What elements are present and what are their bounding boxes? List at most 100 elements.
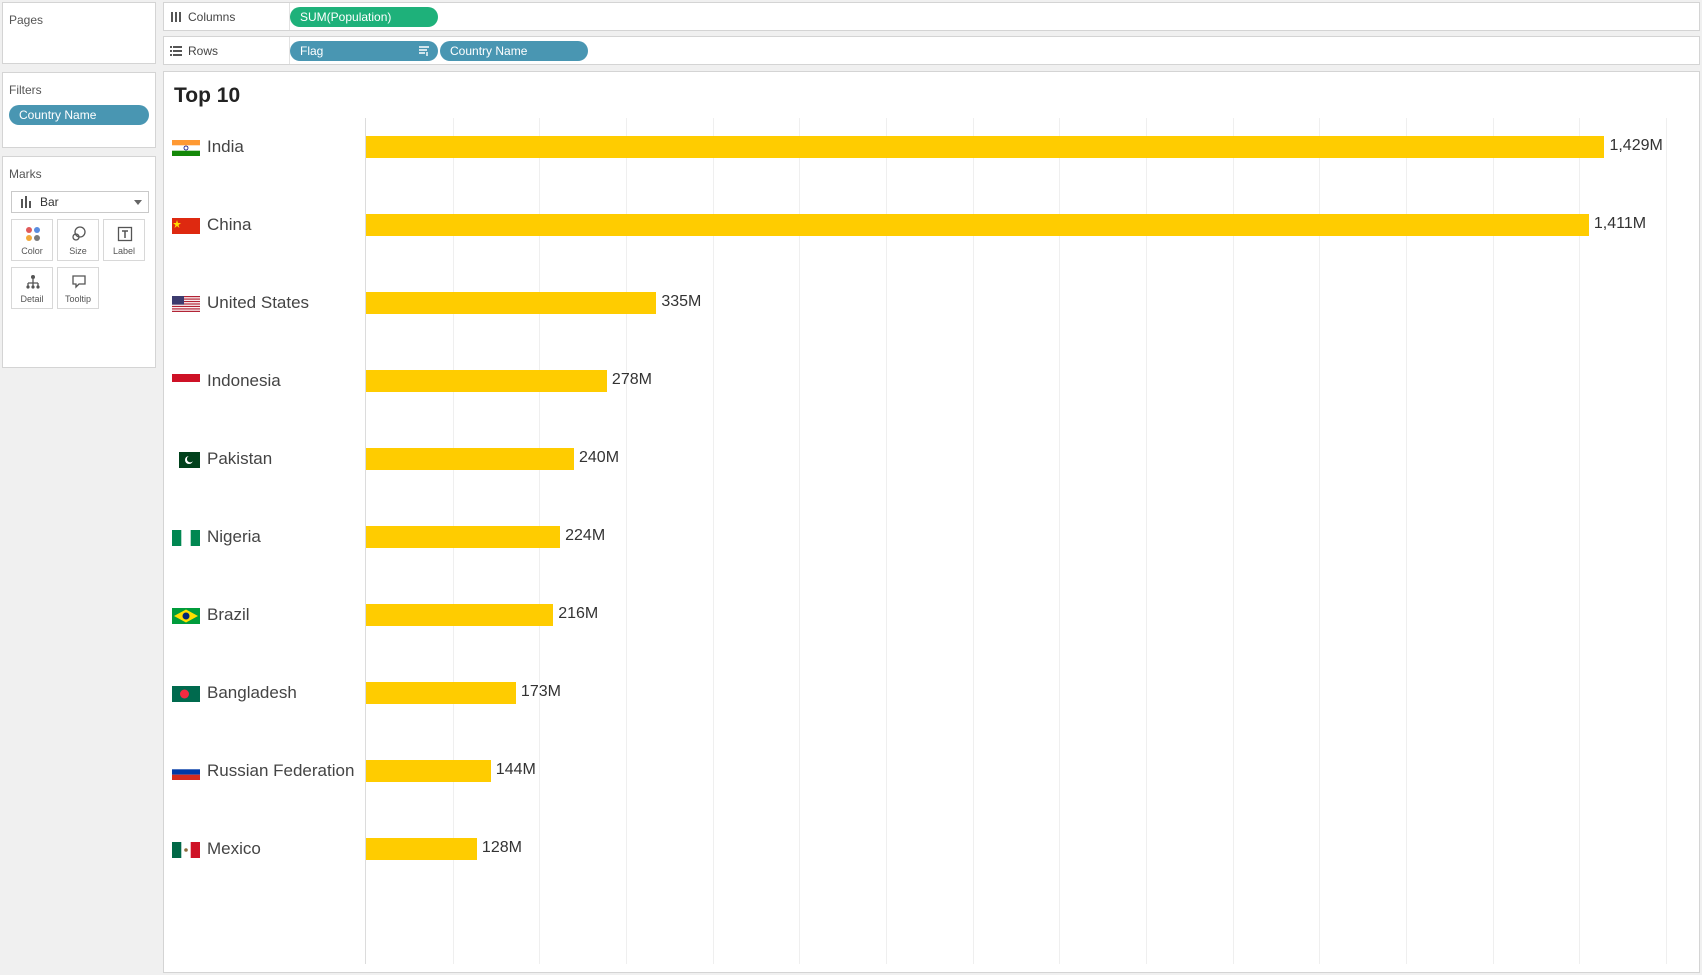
indonesia-flag-icon: [172, 374, 200, 390]
chart-view: Top 10 India 1,429M China 1,411M United Stat…: [163, 71, 1700, 973]
gridline: [1666, 118, 1667, 964]
color-button[interactable]: Color: [11, 219, 53, 261]
country-label: United States: [207, 293, 310, 312]
country-label: Mexico: [207, 839, 261, 858]
columns-shelf[interactable]: Columns SUM(Population): [163, 2, 1700, 31]
gridline: [626, 118, 627, 964]
value-label: 216M: [558, 605, 599, 622]
chart-title: Top 10: [174, 84, 241, 107]
gridline: [886, 118, 887, 964]
country-label: India: [207, 137, 244, 156]
bar[interactable]: [366, 760, 491, 782]
bar[interactable]: [366, 604, 554, 626]
russia-flag-icon: [172, 764, 200, 780]
size-icon: [72, 226, 86, 241]
country-label: Indonesia: [207, 371, 281, 390]
chart-row[interactable]: Russian Federation 144M: [164, 759, 1699, 783]
tooltip-button[interactable]: Tooltip: [57, 267, 99, 309]
country-label: Brazil: [207, 605, 250, 624]
chart-row[interactable]: Pakistan 240M: [164, 447, 1699, 471]
bar[interactable]: [366, 214, 1589, 236]
chart-row[interactable]: Brazil 216M: [164, 603, 1699, 627]
chart-row[interactable]: Nigeria 224M: [164, 525, 1699, 549]
value-label: 1,429M: [1609, 137, 1663, 154]
bar[interactable]: [366, 136, 1605, 158]
country-label: Russian Federation: [207, 761, 355, 780]
pakistan-flag-icon: [172, 452, 200, 468]
filters-title: Filters: [9, 83, 42, 97]
shelf-divider: [289, 3, 290, 30]
marks-panel: Marks Bar Color Size Label: [2, 156, 156, 368]
india-flag-icon: [172, 140, 200, 156]
bangladesh-flag-icon: [172, 686, 200, 702]
chart-row[interactable]: United States 335M: [164, 291, 1699, 315]
chart-row[interactable]: China 1,411M: [164, 213, 1699, 237]
columns-label: Columns: [188, 10, 236, 24]
country-label: Pakistan: [207, 449, 273, 468]
bar[interactable]: [366, 526, 561, 548]
value-label: 278M: [611, 371, 652, 388]
gridline: [799, 118, 801, 964]
color-icon: [26, 227, 40, 241]
gridline: [972, 118, 974, 964]
chevron-down-icon: [134, 200, 142, 205]
value-label: 240M: [579, 449, 620, 466]
gridline: [1232, 118, 1234, 964]
filters-panel[interactable]: Filters Country Name: [2, 72, 156, 148]
chart-row[interactable]: Indonesia 278M: [164, 369, 1699, 393]
gridline: [712, 118, 714, 964]
country-label: Bangladesh: [207, 683, 297, 702]
text-label-icon: [117, 226, 133, 242]
shelf-divider: [289, 37, 290, 64]
value-label: 1,411M: [1593, 215, 1647, 232]
gridline: [1059, 118, 1061, 964]
label-label: Label: [112, 246, 136, 256]
detail-button[interactable]: Detail: [11, 267, 53, 309]
rows-pill-flag[interactable]: Flag: [290, 41, 438, 61]
country-label: Nigeria: [207, 527, 261, 546]
size-button[interactable]: Size: [57, 219, 99, 261]
bar[interactable]: [366, 292, 657, 314]
bar[interactable]: [366, 838, 477, 860]
pages-title: Pages: [9, 13, 44, 27]
mark-type-label: Bar: [40, 195, 59, 209]
united-states-flag-icon: [172, 296, 200, 312]
speech-bubble-icon: [72, 275, 86, 289]
chart-row[interactable]: Bangladesh 173M: [164, 681, 1699, 705]
rows-pill-country-name[interactable]: Country Name: [440, 41, 588, 61]
pages-panel[interactable]: Pages: [2, 2, 156, 64]
detail-label: Detail: [20, 294, 44, 304]
bar[interactable]: [366, 682, 516, 704]
rows-shelf[interactable]: Rows Flag Country Name: [163, 36, 1700, 65]
detail-icon: [26, 275, 40, 289]
color-label: Color: [21, 246, 43, 256]
value-label: 144M: [495, 761, 536, 778]
value-label: 335M: [661, 293, 702, 310]
gridline: [1319, 118, 1321, 964]
bar[interactable]: [366, 370, 607, 392]
mark-type-dropdown[interactable]: Bar: [11, 191, 149, 213]
label-button[interactable]: Label: [103, 219, 145, 261]
sort-icon[interactable]: [418, 45, 430, 57]
chart-row[interactable]: Mexico 128M: [164, 837, 1699, 861]
gridline: [1406, 118, 1407, 964]
size-label: Size: [69, 246, 87, 256]
mexico-flag-icon: [172, 842, 200, 858]
china-flag-icon: [172, 218, 200, 234]
columns-pill-sum-population[interactable]: SUM(Population): [290, 7, 438, 27]
gridline: [1579, 118, 1581, 964]
columns-icon: [171, 12, 181, 22]
brazil-flag-icon: [172, 608, 200, 624]
filter-pill-country-name[interactable]: Country Name: [9, 105, 149, 125]
bar[interactable]: [366, 448, 574, 470]
rows-icon: [170, 46, 182, 56]
value-label: 224M: [565, 527, 606, 544]
axis-line: [365, 118, 366, 964]
country-label: China: [207, 215, 252, 234]
tooltip-label: Tooltip: [64, 294, 91, 304]
value-label: 128M: [481, 839, 522, 856]
chart-row[interactable]: India 1,429M: [164, 135, 1699, 159]
gridline: [1146, 118, 1147, 964]
bar-chart-icon: [21, 196, 31, 208]
rows-pill-flag-label: Flag: [300, 44, 324, 58]
